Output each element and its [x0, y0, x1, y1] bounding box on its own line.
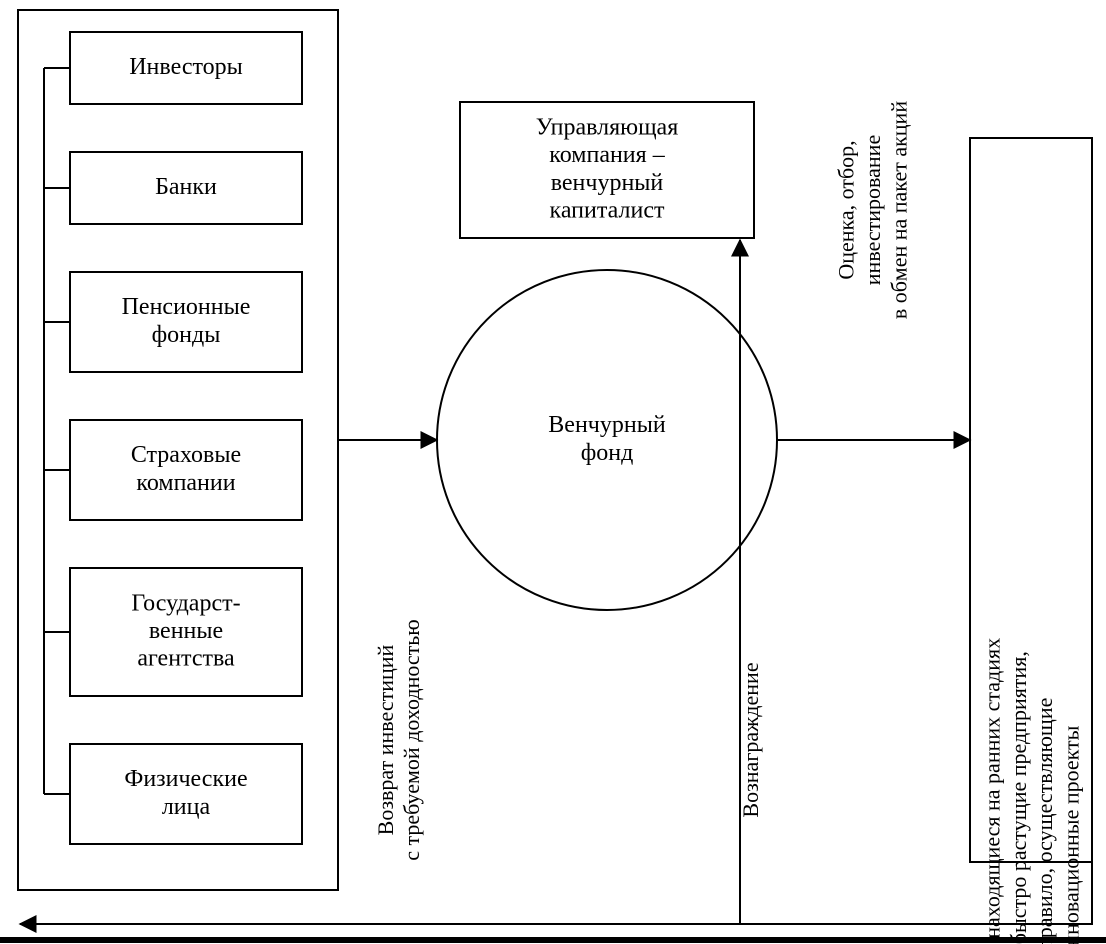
eval-label: Оценка, отбор,инвестированиев обмен на п…	[834, 101, 912, 319]
fund-label: Венчурныйфонд	[548, 412, 666, 466]
svg-text:Вознаграждение: Вознаграждение	[738, 662, 763, 817]
banks-label: Банки	[155, 174, 217, 200]
svg-text:Возврат инвестицийс требуемой: Возврат инвестицийс требуемой доходность…	[373, 619, 424, 860]
svg-text:Оценка, отбор,инвестированиев: Оценка, отбор,инвестированиев обмен на п…	[834, 101, 912, 319]
return-label: Возврат инвестицийс требуемой доходность…	[373, 619, 424, 860]
insurance-label: Страховыекомпании	[131, 442, 241, 496]
investors-label: Инвесторы	[129, 54, 243, 80]
management-label: Управляющаякомпания –венчурныйкапиталист	[536, 114, 679, 223]
reward-label: Вознаграждение	[738, 662, 763, 817]
